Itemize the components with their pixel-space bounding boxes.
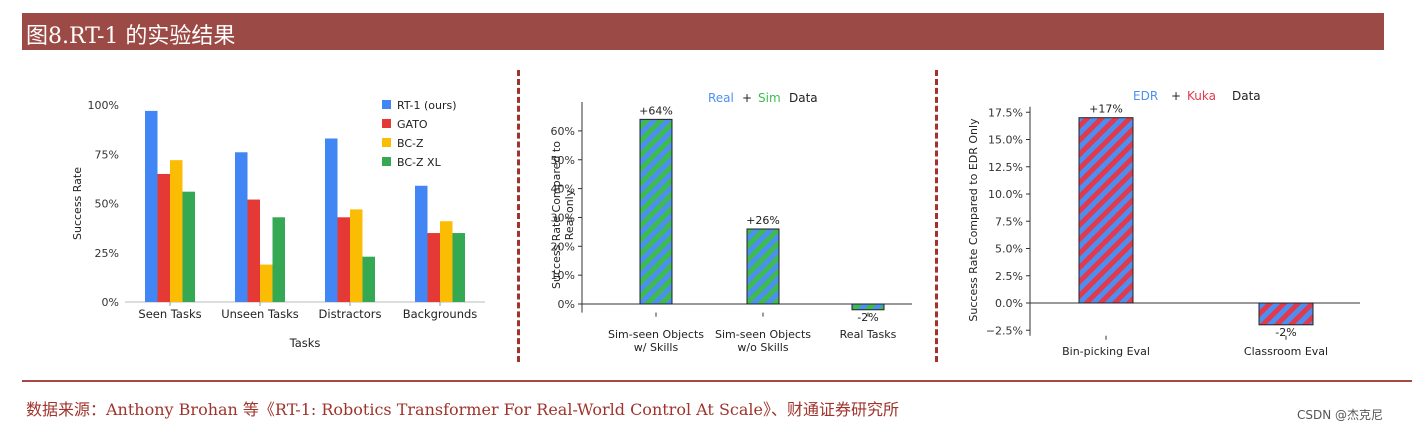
x-tick-label: Sim-seen Objects (715, 328, 811, 341)
legend-label: GATO (397, 118, 428, 131)
legend-swatch (382, 138, 391, 147)
y-tick-label: 0% (102, 296, 119, 309)
bar (157, 173, 170, 302)
bar (639, 118, 673, 305)
x-tick-label: w/o Skills (737, 341, 788, 354)
x-tick-label: Real Tasks (840, 328, 897, 341)
bar (337, 217, 350, 302)
bar (170, 160, 183, 302)
y-tick-label: 2.5% (995, 270, 1023, 283)
x-tick-label: w/ Skills (634, 341, 679, 354)
y-tick-label: 20% (551, 240, 575, 253)
legend-swatch (382, 119, 391, 128)
y-tick-label: 0.0% (995, 297, 1023, 310)
chart-title-part: Data (1232, 89, 1261, 103)
watermark: CSDN @杰克尼 (1297, 408, 1384, 422)
legend-label: BC-Z (397, 137, 424, 150)
bar (362, 256, 375, 302)
y-tick-label: 100% (88, 99, 119, 112)
panel-divider (517, 70, 520, 362)
y-tick-label: −2.5% (986, 324, 1023, 337)
y-tick-label: 15.0% (988, 134, 1023, 147)
x-tick-label: Distractors (319, 307, 382, 321)
y-tick-label: 7.5% (995, 215, 1023, 228)
chart-title-part: Data (789, 91, 818, 105)
x-tick-label: Bin-picking Eval (1062, 345, 1150, 358)
bar (247, 199, 260, 302)
y-tick-label: 10% (551, 269, 575, 282)
bar (272, 217, 285, 302)
y-tick-label: 12.5% (988, 161, 1023, 174)
bar (440, 221, 453, 302)
legend-label: BC-Z XL (397, 156, 442, 169)
data-label: -2% (857, 311, 878, 324)
panel-divider (935, 70, 938, 362)
y-axis-label: Success Rate (71, 167, 84, 240)
title-bar: 图8.RT-1 的实验结果 (22, 13, 1384, 50)
bar (325, 138, 338, 302)
data-label: +64% (639, 104, 673, 117)
source-note: 数据来源：Anthony Brohan 等《RT-1: Robotics Tra… (26, 400, 899, 419)
x-tick-label: Sim-seen Objects (608, 328, 704, 341)
y-tick-label: 30% (551, 211, 575, 224)
x-tick-label: Unseen Tasks (221, 307, 299, 321)
legend-label: RT-1 (ours) (397, 99, 457, 112)
chart-title-part: Real (708, 91, 734, 105)
bar (182, 191, 195, 302)
x-tick-label: Seen Tasks (138, 307, 201, 321)
y-tick-label: 60% (551, 125, 575, 138)
bar (1258, 302, 1314, 326)
data-label: +17% (1089, 103, 1123, 116)
y-axis-label: Success Rate Compared to (550, 141, 563, 289)
bar (851, 303, 885, 311)
bar (350, 209, 363, 302)
data-label: +26% (746, 214, 780, 227)
y-tick-label: 5.0% (995, 243, 1023, 256)
figure-title: 图8.RT-1 的实验结果 (26, 24, 236, 49)
x-tick-label: Classroom Eval (1244, 345, 1328, 358)
data-label: -2% (1275, 326, 1296, 339)
footer-rule (22, 380, 1412, 382)
x-axis-label: Tasks (289, 336, 321, 350)
x-tick-label: Backgrounds (403, 307, 478, 321)
legend-swatch (382, 157, 391, 166)
chart-title-part: EDR (1133, 89, 1158, 103)
bar (260, 264, 273, 302)
bar (746, 228, 780, 305)
y-tick-label: 0% (558, 298, 575, 311)
chart-title-part: + (1171, 89, 1181, 103)
y-tick-label: 10.0% (988, 188, 1023, 201)
legend-swatch (382, 100, 391, 109)
chart-title-part: Kuka (1187, 89, 1216, 103)
y-tick-label: 25% (95, 247, 119, 260)
y-tick-label: 40% (551, 183, 575, 196)
chart-title-part: + (742, 91, 752, 105)
chart-title-part: Sim (758, 91, 781, 105)
bar (145, 110, 158, 302)
y-axis-label: Real only (563, 189, 576, 240)
bar (427, 233, 440, 302)
y-tick-label: 17.5% (988, 106, 1023, 119)
y-tick-label: 50% (551, 154, 575, 167)
bar (415, 185, 428, 302)
y-axis-label: Success Rate Compared to EDR Only (967, 118, 980, 322)
y-tick-label: 75% (95, 148, 119, 161)
bar (452, 233, 465, 302)
bar (235, 152, 248, 302)
bar (1078, 117, 1134, 304)
y-tick-label: 50% (95, 198, 119, 211)
